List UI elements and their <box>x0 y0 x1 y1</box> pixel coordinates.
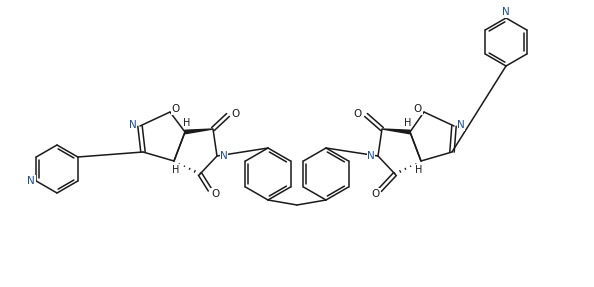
Text: N: N <box>220 151 228 161</box>
Text: N: N <box>27 176 35 186</box>
Text: N: N <box>502 7 510 17</box>
Text: O: O <box>371 189 379 199</box>
Text: O: O <box>354 109 362 119</box>
Text: H: H <box>184 118 191 128</box>
Text: H: H <box>415 165 423 175</box>
Polygon shape <box>185 129 213 134</box>
Text: N: N <box>367 151 375 161</box>
Text: O: O <box>211 189 219 199</box>
Text: O: O <box>232 109 240 119</box>
Text: N: N <box>457 120 465 130</box>
Text: O: O <box>172 104 180 114</box>
Text: N: N <box>129 120 137 130</box>
Text: O: O <box>414 104 422 114</box>
Polygon shape <box>382 129 410 134</box>
Text: H: H <box>405 118 412 128</box>
Text: H: H <box>172 165 180 175</box>
